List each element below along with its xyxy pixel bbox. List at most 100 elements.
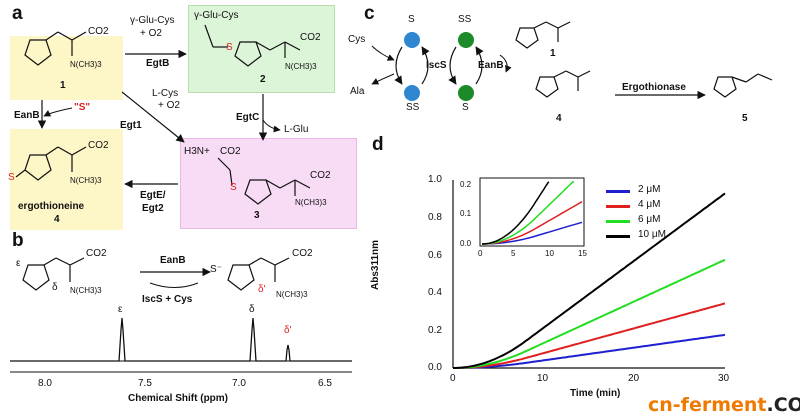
- panel-letter-d: d: [372, 134, 384, 155]
- eanb-dot-bottom: [458, 85, 474, 101]
- top-reagent-2: + O2: [140, 28, 162, 39]
- cmp4-name: ergothioneine: [18, 201, 85, 212]
- panel-a-box-pink: [180, 138, 357, 229]
- egt1-label: Egt1: [120, 120, 142, 131]
- egtc-label: EgtC: [236, 112, 260, 123]
- d-ytick-2: 0.4: [428, 287, 442, 298]
- molecule-4: [15, 146, 87, 181]
- arrow-1-to-3: [121, 91, 185, 143]
- panel-a-box-yellow-top: [10, 36, 123, 100]
- d-xtick-2: 20: [628, 373, 640, 384]
- b-s-minus: S⁻: [210, 264, 222, 275]
- egtc-product: L-Glu: [284, 124, 309, 135]
- watermark-suffix: .COM: [766, 394, 800, 416]
- legend-swatch: [606, 190, 630, 193]
- d-xtick-3: 30: [718, 373, 730, 384]
- legend-label: 10 μM: [638, 229, 666, 240]
- legend-swatch: [606, 205, 630, 208]
- d-xtick-0: 0: [450, 373, 456, 384]
- cmp2-cooh: CO2: [300, 32, 321, 43]
- b-eps-label: ε: [16, 258, 21, 269]
- cmp4-label: 4: [54, 214, 60, 225]
- cmp3-cooh: CO2: [220, 146, 241, 157]
- b-delta-label: δ: [52, 282, 58, 293]
- legend-swatch: [606, 235, 630, 238]
- d-ytick-3: 0.6: [428, 250, 442, 261]
- molecule-b-right: [227, 257, 290, 291]
- cmp3-nme3: N(CH3)3: [295, 198, 327, 207]
- b-eanb-label: EanB: [160, 255, 186, 266]
- cmp1-cooh: CO2: [88, 26, 109, 37]
- c-cmp5-label: 5: [742, 113, 748, 124]
- eanb-label-a: EanB: [14, 110, 40, 121]
- panel-letter-c: c: [364, 3, 375, 24]
- cmp1-label: 1: [60, 80, 66, 91]
- iscs-dot-top: [404, 32, 420, 48]
- b-nme3-left: N(CH3)3: [70, 286, 102, 295]
- b-x-axis-title: Chemical Shift (ppm): [128, 393, 229, 404]
- cmp3-label: 3: [254, 210, 260, 221]
- cmp4-s: S: [8, 172, 15, 183]
- c-ergothionase: Ergothionase: [622, 82, 686, 93]
- cmp4-nme3: N(CH3)3: [70, 176, 102, 185]
- inset-xtick-2: 10: [545, 249, 554, 258]
- molecule-b-left: [22, 257, 85, 291]
- c-iscs: IscS: [426, 60, 447, 71]
- inset-series-line: [482, 180, 575, 245]
- c-cmp1-label: 1: [550, 48, 556, 59]
- molecule-2: [204, 24, 301, 67]
- b-peak-eps: ε: [118, 304, 123, 315]
- legend-item: 10 μM: [606, 229, 696, 244]
- iscs-dot-bottom: [404, 85, 420, 101]
- b-tick-7: 7.0: [232, 378, 246, 389]
- molecule-c-4: [535, 70, 591, 98]
- series-line: [453, 302, 726, 369]
- b-nme3-right: N(CH3)3: [276, 290, 308, 299]
- top-reagent-1: γ-Glu-Cys: [130, 15, 175, 26]
- eanb-dot-top: [458, 32, 474, 48]
- c-eanb: EanB: [478, 60, 504, 71]
- d-ytick-1: 0.2: [428, 325, 442, 336]
- molecule-1: [24, 31, 87, 66]
- legend-item: 6 μM: [606, 214, 696, 229]
- d-xtick-1: 10: [537, 373, 549, 384]
- cmp3-s: S: [230, 182, 237, 193]
- d-ylabel: Abs311nm: [370, 239, 381, 290]
- b-cooh-left: CO2: [86, 248, 107, 259]
- eanb-reagent-a: "S": [74, 102, 91, 113]
- cmp3-cooh-2: CO2: [310, 170, 331, 181]
- b-reagent-label: IscS + Cys: [142, 294, 193, 305]
- b-tick-8: 8.0: [38, 378, 52, 389]
- panel-letter-a: a: [12, 3, 23, 24]
- cmp4-cooh: CO2: [88, 140, 109, 151]
- legend-swatch: [606, 220, 630, 223]
- b-tick-75: 7.5: [138, 378, 152, 389]
- inset-xtick-3: 15: [578, 249, 587, 258]
- legend-label: 2 μM: [638, 184, 661, 195]
- c-cys: Cys: [348, 34, 366, 45]
- c-ss-top: SS: [458, 14, 472, 25]
- diag-reagent-2: + O2: [158, 100, 180, 111]
- cmp3-h3n: H3N+: [184, 146, 210, 157]
- b-peak-delta-prime: δ': [284, 325, 292, 336]
- cycle-c: [371, 32, 512, 101]
- c-s-top: S: [408, 14, 415, 25]
- cmp2-nme3: N(CH3)3: [285, 62, 317, 71]
- panel-letter-b: b: [12, 230, 24, 251]
- inset-xtick-1: 5: [511, 249, 516, 258]
- b-peak-delta: δ: [249, 304, 255, 315]
- inset-xtick-0: 0: [478, 249, 483, 258]
- legend-label: 6 μM: [638, 214, 661, 225]
- cmp2-s: S: [226, 42, 233, 53]
- inset-frame: [479, 177, 585, 247]
- inset-series-line: [482, 181, 550, 245]
- cmp2-label: 2: [260, 74, 266, 85]
- c-s-bottom-right: S: [462, 102, 469, 113]
- d-ytick-5: 1.0: [428, 174, 442, 185]
- chart-legend: 2 μM 4 μM 6 μM 10 μM: [606, 184, 696, 244]
- panel-a-box-yellow-bottom: [10, 129, 123, 230]
- d-xlabel: Time (min): [570, 388, 621, 399]
- egte-label-1: EgtE/: [140, 190, 166, 201]
- molecule-3: [217, 157, 311, 205]
